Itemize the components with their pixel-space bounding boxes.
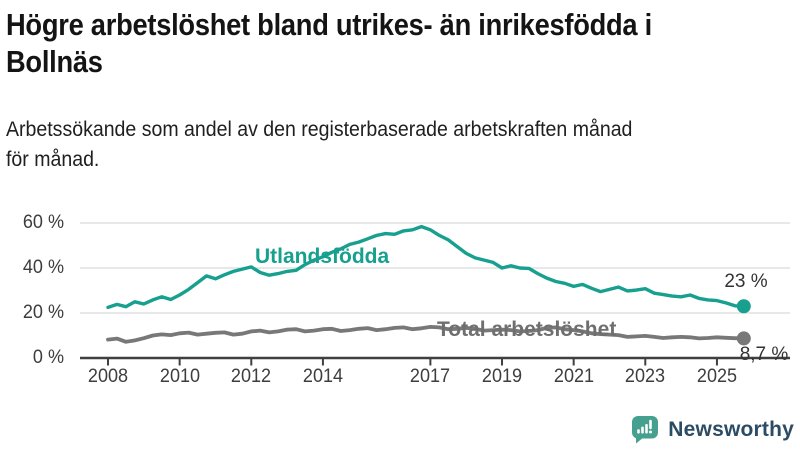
series-end-dot-utlandsfodda [736,299,751,314]
y-axis-tick-label-20: 20 % [22,302,64,323]
series-end-dot-total-arbetsloshet [736,331,751,346]
end-value-label-total: 8,7 % [739,344,789,365]
series-line-total-arbetsloshet [106,324,746,344]
x-axis-tick-label-2014: 2014 [302,366,343,387]
x-axis-tick-label-2012: 2012 [231,366,272,387]
x-axis-tick-label-2017: 2017 [410,366,451,387]
x-axis-tick-label-2023: 2023 [625,366,666,387]
page-subtitle-line-1: Arbetssökande som andel av den registerb… [6,118,633,141]
series-label-utlandsfodda: Utlandsfödda [255,245,390,268]
page-subtitle: Arbetssökande som andel av den registerb… [6,115,680,175]
page-title: Högre arbetslöshet bland utrikes- än inr… [6,6,740,80]
x-axis-tick-label-2010: 2010 [159,366,200,387]
newsworthy-logo[interactable]: Newsworthy [631,415,794,444]
series-line-utlandsfodda [106,224,746,310]
end-value-label-utlandsfodda: 23 % [724,271,768,292]
page-title-line-2: Bollnäs [6,44,103,79]
x-axis-tick-label-2021: 2021 [553,366,594,387]
y-axis-tick-label-0: 0 % [32,347,64,368]
series-label-total-arbetsloshet: Total arbetslöshet [437,318,617,341]
x-axis-tick-label-2019: 2019 [481,366,523,387]
page-subtitle-line-2: för månad. [6,148,100,171]
x-axis-tick-label-2025: 2025 [696,366,738,387]
newsworthy-wordmark: Newsworthy [668,417,794,441]
y-axis-tick-label-60: 60 % [22,212,64,233]
page-title-line-1: Högre arbetslöshet bland utrikes- än inr… [6,7,652,42]
x-axis-tick-label-2008: 2008 [87,366,129,387]
y-axis-tick-label-40: 40 % [22,257,64,278]
newsworthy-logo-icon [632,416,659,444]
